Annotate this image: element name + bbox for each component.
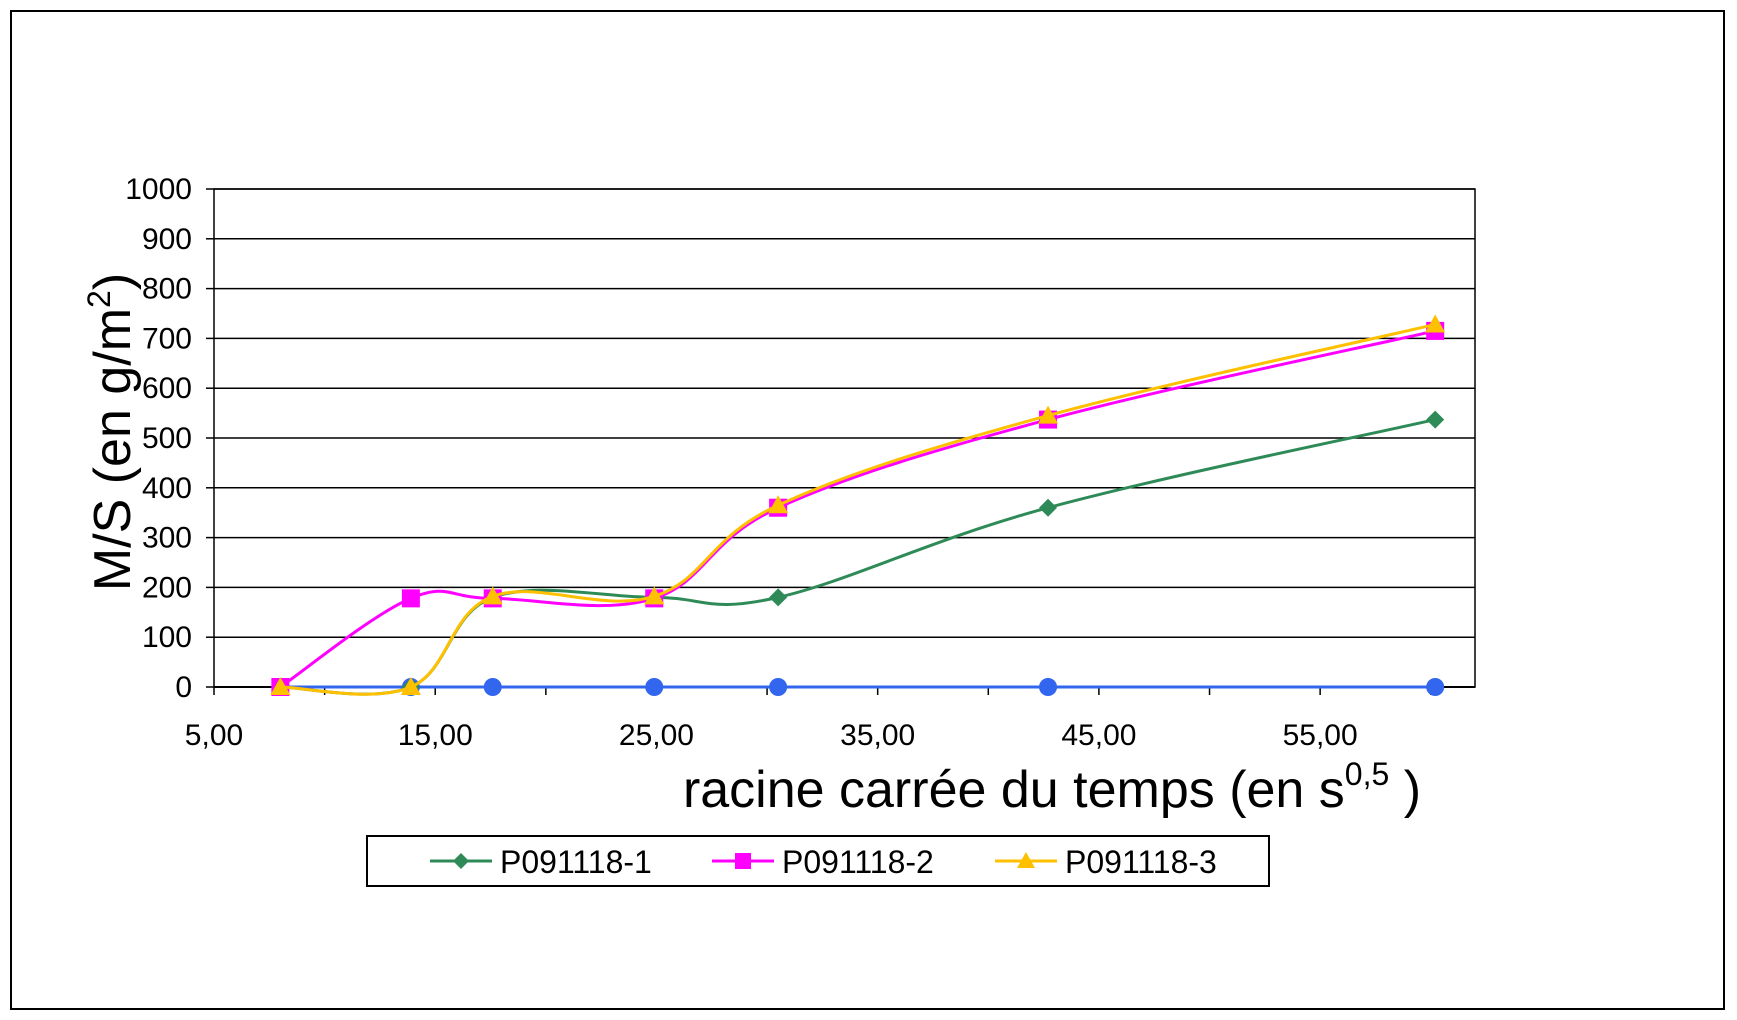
data-point-triangle xyxy=(1425,314,1446,333)
y-tick-label: 900 xyxy=(142,223,192,256)
legend-label: P091118-2 xyxy=(782,844,934,880)
data-point-diamond xyxy=(1426,410,1445,429)
x-tick-label: 35,00 xyxy=(840,719,915,752)
x-tick-label: 15,00 xyxy=(398,719,473,752)
legend: P091118-1 P091118-2 P091118-3 xyxy=(366,835,1270,887)
chart-frame: 0 100 200 300 400 500 600 700 800 900 1000 5,00 15,… xyxy=(10,10,1725,1010)
y-tick-label: 400 xyxy=(142,472,192,505)
legend-label: P091118-1 xyxy=(500,844,652,880)
y-tick-label: 100 xyxy=(142,621,192,654)
y-tick-label: 700 xyxy=(142,322,192,355)
line-chart: 0 100 200 300 400 500 600 700 800 900 1000 5,00 15,… xyxy=(81,173,1476,887)
y-tick-label: 800 xyxy=(142,273,192,306)
data-point-triangle xyxy=(400,677,421,695)
data-point-diamond xyxy=(1039,498,1058,517)
legend-box xyxy=(366,835,1270,887)
y-axis-title: M/S (en g/m2) xyxy=(81,273,142,591)
y-axis-ticks: 0 100 200 300 400 500 600 700 800 900 1000 xyxy=(125,173,214,704)
legend-item: P091118-2 xyxy=(712,844,934,880)
data-point-triangle xyxy=(482,586,503,605)
data-point-circle xyxy=(1426,678,1445,696)
x-tick-label: 55,00 xyxy=(1283,719,1358,752)
data-point-circle xyxy=(645,678,664,696)
y-tick-label: 300 xyxy=(142,522,192,555)
legend-item: P091118-1 xyxy=(430,844,652,880)
x-axis-title: racine carrée du temps (en s0,5 ) xyxy=(683,756,1421,819)
legend-item: P091118-3 xyxy=(995,844,1217,880)
data-point-circle xyxy=(769,678,788,696)
y-tick-label: 200 xyxy=(142,571,192,604)
data-point-triangle xyxy=(1017,852,1035,868)
data-point-triangle xyxy=(644,586,665,605)
data-point-triangle xyxy=(1038,405,1059,424)
x-tick-label: 45,00 xyxy=(1061,719,1136,752)
data-point-square xyxy=(401,589,420,608)
y-tick-label: 0 xyxy=(175,671,192,704)
y-tick-label: 600 xyxy=(142,372,192,405)
series-group xyxy=(270,314,1446,696)
x-tick-label: 25,00 xyxy=(619,719,694,752)
data-point-square xyxy=(735,853,751,869)
y-tick-label: 1000 xyxy=(125,173,192,206)
plot-area xyxy=(213,188,1476,688)
data-point-triangle xyxy=(270,677,291,695)
series-line xyxy=(280,322,1436,696)
data-point-triangle xyxy=(768,495,789,514)
series-4 xyxy=(270,314,1446,696)
data-point-diamond xyxy=(769,588,788,607)
legend-label: P091118-3 xyxy=(1065,844,1217,880)
data-point-circle xyxy=(483,678,502,696)
x-tick-label: 5,00 xyxy=(185,719,243,752)
data-point-circle xyxy=(1039,678,1058,696)
x-axis-ticks: 5,00 15,00 25,00 35,00 45,00 55,00 xyxy=(185,686,1475,752)
y-tick-label: 500 xyxy=(142,422,192,455)
data-point-diamond xyxy=(453,853,469,869)
